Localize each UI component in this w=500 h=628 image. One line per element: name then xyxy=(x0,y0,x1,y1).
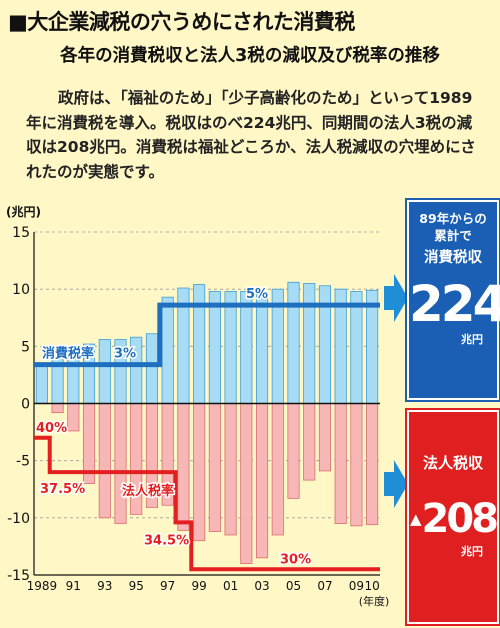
y-axis-label: (兆円) xyxy=(6,204,41,219)
consumption-total-box: 89年からの 累計で 消費税収 224 兆円 xyxy=(407,200,500,400)
x-tick-label: 01 xyxy=(223,579,238,593)
x-tick-label: 10 xyxy=(364,579,379,593)
corporate-total-label: 法人税収 xyxy=(422,454,483,472)
page-subtitle: 各年の消費税収と法人3税の減収及び税率の推移 xyxy=(60,46,440,66)
x-tick-label: 07 xyxy=(317,579,332,593)
y-tick-label: 10 xyxy=(12,282,30,298)
corporate-bar-1994 xyxy=(114,403,127,524)
consumption-total-value: 224 xyxy=(409,275,500,333)
consumption-rate-line xyxy=(34,302,380,368)
corporate-bar-2009 xyxy=(350,403,363,527)
y-tick-label: -15 xyxy=(7,568,30,584)
arrow-right-blue-icon xyxy=(384,460,408,508)
x-tick-label: 05 xyxy=(286,579,301,593)
corporate-bar-2006 xyxy=(303,403,316,481)
corporate-bar-2001 xyxy=(224,403,237,536)
x-axis-label: (年度) xyxy=(359,594,390,608)
consumption-bar-1989 xyxy=(35,365,48,404)
consumption-bar-2000 xyxy=(208,291,221,404)
corporate-bar-1999 xyxy=(193,403,206,542)
corporate-bar-2004 xyxy=(271,403,284,536)
y-tick-label: -10 xyxy=(7,511,30,527)
consumption-bar-2005 xyxy=(287,281,300,404)
x-tick-label: 1989 xyxy=(27,579,58,593)
x-tick-label: 99 xyxy=(191,579,206,593)
consumption-bar-1996 xyxy=(145,333,159,404)
corporate-total-box: 法人税収 ▲208 兆円 xyxy=(407,410,499,624)
consumption-total-label: 消費税収 xyxy=(424,250,482,266)
corporate-rate-value-30: 30% xyxy=(280,552,311,567)
description-text: 政府は、「福祉のため」「少子高齢化のため」といって1989年に消費税を導入。税収… xyxy=(26,89,476,181)
consumption-bar-2009 xyxy=(350,291,363,404)
corporate-rate-value-37-5: 37.5% xyxy=(40,482,85,497)
y-tick-label: 0 xyxy=(21,397,30,413)
consumption-bar-1993 xyxy=(98,339,111,404)
consumption-total-line2: 累計で xyxy=(434,228,472,243)
x-tick-label: 97 xyxy=(160,579,175,593)
corporate-rate-line xyxy=(34,435,380,572)
consumption-bar-1997 xyxy=(161,296,174,404)
corporate-bar-1998 xyxy=(177,403,190,531)
x-tick-label: 91 xyxy=(66,579,81,593)
consumption-total-line1: 89年からの xyxy=(419,211,487,226)
corporate-bar-1991 xyxy=(67,403,80,432)
corporate-bar-2007 xyxy=(318,403,332,472)
x-tick-label: 93 xyxy=(97,579,112,593)
corporate-bar-2002 xyxy=(240,403,253,564)
corporate-bar-2005 xyxy=(287,403,300,499)
consumption-bar-2002 xyxy=(240,291,253,404)
corporate-total-unit: 兆円 xyxy=(461,545,483,558)
corporate-rate-label: 法人税率 xyxy=(122,483,174,499)
corporate-bar-2010 xyxy=(366,403,379,526)
corporate-rate-value-40: 40% xyxy=(36,421,67,436)
y-tick-label: 15 xyxy=(12,225,30,241)
consumption-bar-1999 xyxy=(193,284,206,404)
consumption-bar-2003 xyxy=(255,292,269,404)
x-tick-label: 03 xyxy=(254,579,269,593)
arrow-right-blue-icon xyxy=(384,274,408,322)
corporate-bar-1990 xyxy=(51,403,64,414)
consumption-rate-value-5: 5% xyxy=(246,287,268,302)
consumption-total-unit: 兆円 xyxy=(461,333,483,346)
corporate-bar-1993 xyxy=(98,403,111,519)
y-tick-label: -5 xyxy=(16,454,30,470)
corporate-bar-2003 xyxy=(255,403,269,559)
page-title: ■大企業減税の穴うめにされた消費税 xyxy=(8,10,355,34)
x-tick-label: 95 xyxy=(129,579,144,593)
consumption-bar-2001 xyxy=(224,291,237,404)
corporate-total-value: 208 xyxy=(421,496,499,542)
y-tick-label: 5 xyxy=(21,339,30,355)
corporate-bar-2008 xyxy=(334,403,347,524)
consumption-rate-value-3: 3% xyxy=(114,347,136,362)
corporate-bar-2000 xyxy=(208,403,221,532)
consumption-rate-label: 消費税率 xyxy=(42,346,94,362)
decrease-mark-icon: ▲ xyxy=(409,510,422,528)
x-tick-label: 09 xyxy=(349,579,364,593)
corporate-rate-value-34-5: 34.5% xyxy=(144,533,189,548)
consumption-bar-2006 xyxy=(303,283,316,404)
